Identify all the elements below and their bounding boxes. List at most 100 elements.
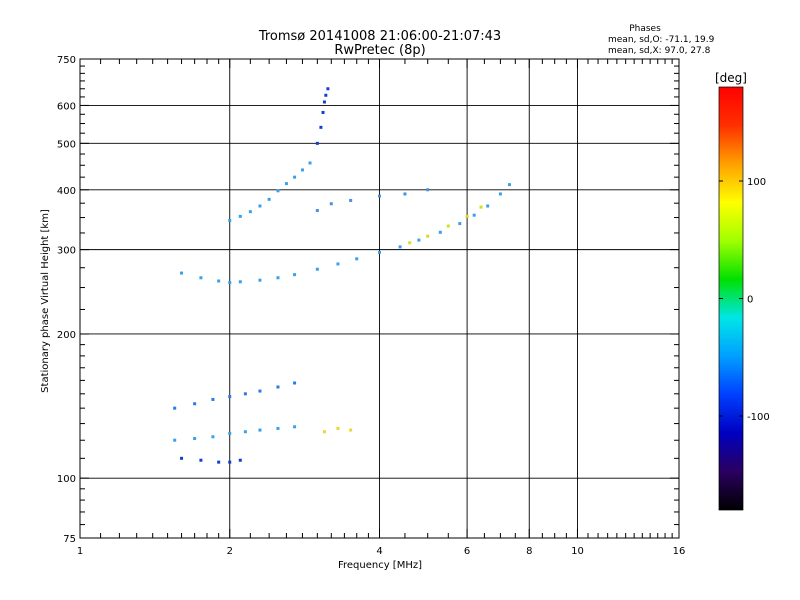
data-point xyxy=(238,214,242,218)
data-point xyxy=(258,428,262,432)
data-point xyxy=(293,381,297,385)
data-point xyxy=(173,438,177,442)
x-tick-label: 10 xyxy=(571,546,584,557)
data-point xyxy=(315,267,319,271)
y-tick-label: 400 xyxy=(57,186,76,197)
y-tick-label: 200 xyxy=(57,330,76,341)
data-point xyxy=(248,210,252,214)
data-points xyxy=(173,87,511,464)
x-axis-ticks: 1 2 4 6 8 10 16 xyxy=(77,59,686,557)
grid-lines xyxy=(80,59,679,538)
data-point xyxy=(426,188,430,192)
data-point xyxy=(243,430,247,434)
data-point xyxy=(228,395,232,399)
data-point xyxy=(326,87,330,91)
data-point xyxy=(321,110,325,114)
chart-subtitle: RwPretec (8p) xyxy=(334,43,425,58)
data-point xyxy=(308,161,312,165)
x-axis-label: Frequency [MHz] xyxy=(338,560,422,571)
data-point xyxy=(193,437,197,441)
data-point xyxy=(217,279,221,283)
data-point xyxy=(355,257,359,261)
x-tick-label: 4 xyxy=(376,546,382,557)
data-point xyxy=(199,458,203,462)
data-point xyxy=(258,389,262,393)
stats-heading: Phases xyxy=(629,24,661,34)
data-point xyxy=(228,219,232,223)
data-point xyxy=(465,214,469,218)
data-point xyxy=(479,205,483,209)
y-axis-label: Stationary phase Virtual Height [km] xyxy=(40,209,51,393)
data-point xyxy=(315,141,319,145)
y-tick-label: 500 xyxy=(57,139,76,150)
data-point xyxy=(507,183,511,187)
stats-line-x: mean, sd,X: 97.0, 27.8 xyxy=(608,46,711,56)
data-point xyxy=(446,224,450,228)
data-point xyxy=(211,397,215,401)
data-point xyxy=(258,204,262,208)
data-point xyxy=(458,222,462,226)
data-point xyxy=(238,458,242,462)
data-point xyxy=(293,175,297,179)
data-point xyxy=(349,198,353,202)
data-point xyxy=(284,182,288,186)
y-tick-label: 75 xyxy=(63,534,76,545)
data-point xyxy=(336,262,340,266)
x-tick-label: 16 xyxy=(673,546,686,557)
colorbar-tick-label: -100 xyxy=(747,412,770,423)
data-point xyxy=(228,431,232,435)
data-point xyxy=(238,280,242,284)
data-point xyxy=(193,402,197,406)
stats-line-o: mean, sd,O: -71.1, 19.9 xyxy=(608,35,715,45)
colorbar-ticks: 100 0 -100 xyxy=(719,177,770,423)
data-point xyxy=(180,271,184,275)
y-tick-label: 100 xyxy=(57,474,76,485)
data-point xyxy=(173,406,177,410)
data-point xyxy=(293,273,297,277)
data-point xyxy=(315,209,319,213)
data-point xyxy=(438,230,442,234)
data-point xyxy=(324,93,328,97)
chart-title: Tromsø 20141008 21:06:00-21:07:43 xyxy=(258,29,501,44)
colorbar-label: [deg] xyxy=(715,71,747,85)
data-point xyxy=(349,428,353,432)
y-tick-label: 600 xyxy=(57,101,76,112)
data-point xyxy=(322,430,326,434)
x-tick-label: 6 xyxy=(464,546,470,557)
data-point xyxy=(228,281,232,285)
data-point xyxy=(426,234,430,238)
data-point xyxy=(199,276,203,280)
y-tick-label: 300 xyxy=(57,246,76,257)
data-point xyxy=(300,168,304,172)
data-point xyxy=(329,202,333,206)
data-point xyxy=(319,125,323,129)
data-point xyxy=(486,204,490,208)
data-point xyxy=(267,197,271,201)
data-point xyxy=(228,460,232,464)
data-point xyxy=(217,460,221,464)
data-point xyxy=(378,250,381,254)
data-point xyxy=(498,192,502,196)
data-point xyxy=(293,425,297,429)
data-point xyxy=(378,194,381,198)
data-point xyxy=(417,238,421,242)
data-point xyxy=(276,385,280,389)
data-point xyxy=(180,456,184,460)
data-point xyxy=(276,426,280,430)
data-point xyxy=(211,435,215,439)
y-tick-label: 750 xyxy=(57,55,76,66)
data-point xyxy=(276,189,280,193)
data-point xyxy=(403,192,407,196)
y-axis-ticks: 75 100 200 300 400 500 600 750 xyxy=(57,55,679,545)
colorbar-tick-label: 0 xyxy=(747,295,753,306)
x-tick-label: 8 xyxy=(526,546,532,557)
data-point xyxy=(336,426,340,430)
data-point xyxy=(398,245,402,249)
data-point xyxy=(472,213,476,217)
data-point xyxy=(258,278,262,282)
data-point xyxy=(243,392,247,396)
data-point xyxy=(322,100,326,104)
data-point xyxy=(408,241,412,245)
data-point xyxy=(276,276,280,280)
